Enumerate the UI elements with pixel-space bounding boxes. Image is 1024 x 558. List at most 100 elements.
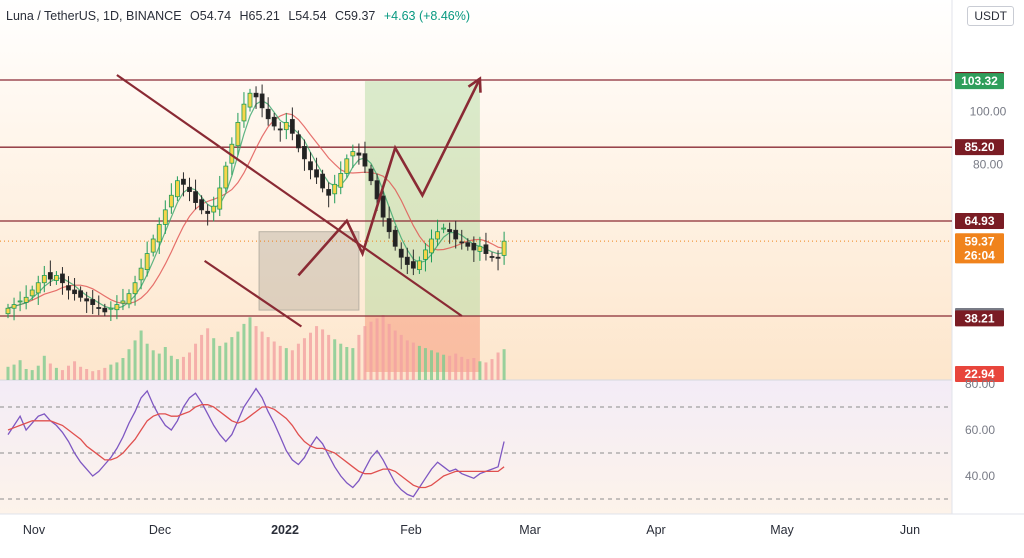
- price-badge: [955, 213, 1004, 230]
- volume-bar: [12, 364, 16, 380]
- rsi-ma-line: [7, 404, 505, 489]
- volume-bar: [224, 342, 228, 380]
- channel-lower-trendline: [203, 259, 303, 328]
- candle-body: [453, 229, 459, 240]
- candle-body: [247, 92, 253, 108]
- volume-bar: [169, 355, 173, 380]
- volume-bar: [454, 353, 458, 380]
- volume-bar: [496, 352, 500, 380]
- price-tick-label: 100.00: [970, 104, 1007, 118]
- projection-arrowhead: [467, 76, 482, 93]
- channel-upper-trendline: [116, 74, 463, 317]
- candle-body: [295, 134, 301, 149]
- projection-path: [297, 78, 482, 277]
- time-tick-label: Feb: [400, 523, 422, 537]
- volume-bar: [357, 334, 361, 380]
- volume-bar: [315, 326, 319, 380]
- volume-bar: [321, 329, 325, 380]
- volume-bar: [430, 350, 433, 380]
- volume-bar: [212, 338, 216, 380]
- volume-bar: [79, 366, 83, 380]
- volume-bar: [6, 366, 10, 380]
- candle-body: [217, 187, 223, 210]
- volume-bar: [296, 343, 300, 380]
- volume-bar: [54, 367, 58, 380]
- volume-bar: [97, 370, 101, 380]
- candle-body: [398, 248, 404, 258]
- volume-bar: [175, 359, 179, 380]
- price-badge-label: 59.37: [964, 234, 994, 248]
- rsi-pane-background: [0, 380, 952, 514]
- candle-body: [338, 173, 344, 188]
- volume-bar: [375, 318, 379, 380]
- candle-body: [54, 275, 59, 281]
- volume-bar: [417, 345, 421, 380]
- candle-body: [471, 242, 477, 251]
- volume-bar: [339, 343, 343, 380]
- candle-body: [386, 218, 392, 233]
- volume-bar: [48, 363, 52, 380]
- candle-body: [96, 307, 102, 309]
- volume-bar: [423, 348, 427, 380]
- candle-body: [35, 282, 41, 294]
- candle-body: [289, 119, 295, 134]
- volume-bar: [206, 328, 210, 380]
- candle-body: [308, 161, 313, 171]
- volume-bar: [327, 334, 331, 380]
- ohlc-open: O54.74: [190, 9, 232, 23]
- volume-bar: [236, 331, 240, 380]
- price-badge-label: 26:04: [964, 248, 995, 262]
- candle-body: [223, 165, 229, 189]
- price-badge: [955, 139, 1004, 156]
- candle-body: [332, 183, 338, 195]
- candle-body: [174, 180, 180, 198]
- time-tick-label: May: [770, 523, 794, 537]
- currency-button[interactable]: USDT: [967, 6, 1014, 26]
- volume-bar: [163, 347, 167, 380]
- candle-body: [126, 293, 132, 305]
- candle-body: [156, 224, 162, 243]
- candle-body: [193, 191, 198, 203]
- candle-body: [41, 275, 47, 284]
- price-badge-label: 38.21: [964, 311, 994, 325]
- candle-body: [253, 92, 259, 98]
- price-badge-label: 64.93: [964, 214, 994, 228]
- price-badge: [955, 366, 1004, 383]
- volume-bar: [85, 369, 89, 380]
- candle-body: [5, 307, 11, 315]
- candle-body: [477, 245, 483, 252]
- candle-body: [314, 169, 319, 178]
- volume-bar: [309, 332, 312, 380]
- volume-bar: [472, 358, 476, 380]
- price-badge: [955, 310, 1004, 327]
- volume-bar: [448, 355, 452, 380]
- rsi-line: [7, 387, 505, 498]
- price-badge-label: 22.94: [964, 367, 994, 381]
- candle-body: [483, 244, 489, 254]
- symbol-name[interactable]: Luna / TetherUS, 1D, BINANCE: [6, 9, 182, 23]
- volume-bar: [139, 330, 143, 380]
- volume-bar: [393, 330, 397, 380]
- volume-bar: [30, 370, 34, 380]
- volume-bar: [145, 343, 149, 380]
- candle-body: [108, 307, 114, 310]
- time-tick-label: 2022: [271, 523, 299, 537]
- volume-bar: [218, 345, 222, 380]
- candle-body: [114, 304, 120, 311]
- candle-body: [495, 256, 501, 259]
- candle-body: [78, 290, 83, 298]
- volume-bar: [248, 317, 252, 380]
- volume-bar: [73, 361, 77, 380]
- volume-bar: [405, 340, 409, 380]
- candle-body: [187, 186, 192, 193]
- candle-body: [368, 168, 374, 182]
- price-badge: [955, 73, 1004, 90]
- volume-bar: [36, 365, 40, 380]
- candle-body: [60, 273, 65, 284]
- candle-body: [374, 180, 380, 200]
- ohlc-low: L54.54: [288, 9, 327, 23]
- candle-body: [66, 285, 71, 291]
- volume-bar: [442, 354, 446, 380]
- volume-bar: [302, 338, 306, 380]
